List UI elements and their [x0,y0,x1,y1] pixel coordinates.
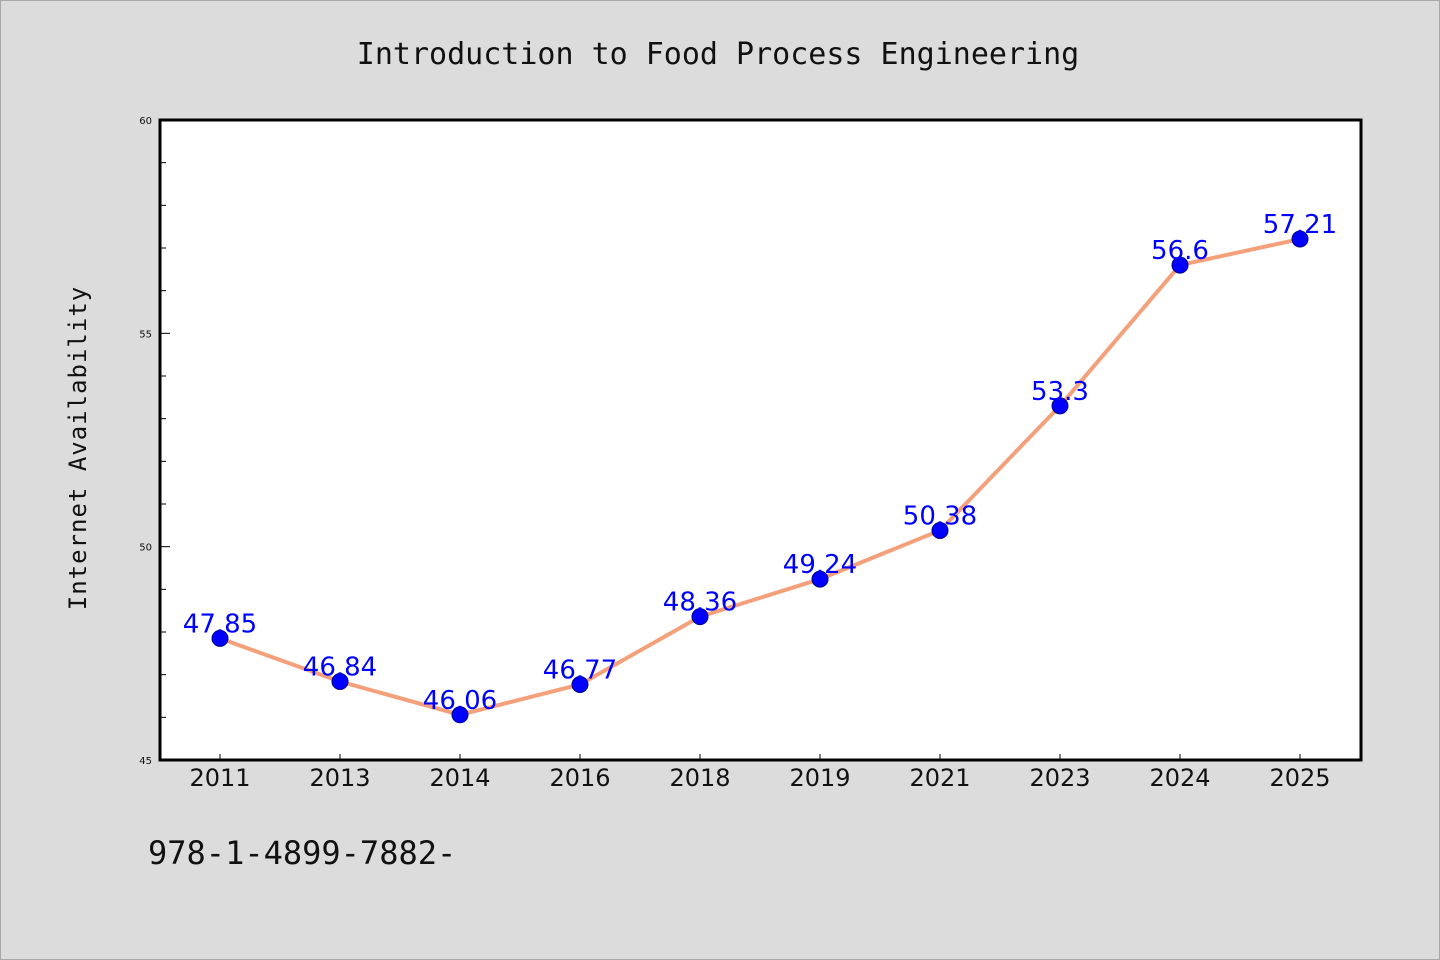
y-tick-label: 50 [139,543,152,554]
x-tick-label: 2019 [789,764,850,792]
x-tick-label: 2018 [669,764,730,792]
x-tick-label: 2011 [189,764,250,792]
data-label: 46.84 [303,652,377,682]
x-tick-label: 2023 [1029,764,1090,792]
y-tick-label: 55 [139,329,152,340]
x-tick-label: 2014 [429,764,490,792]
x-tick-label: 2025 [1269,764,1330,792]
data-label: 57.21 [1263,210,1337,240]
data-point [691,608,709,626]
data-point [811,570,829,588]
y-axis-label: Internet Availability [64,286,92,610]
data-label: 50.38 [903,501,977,531]
data-label: 56.6 [1151,236,1209,266]
y-tick-label: 60 [139,116,152,127]
chart-title: Introduction to Food Process Engineering [357,37,1079,72]
x-axis-ticks: 2011 2013 2014 2016 2018 2019 2021 2023 2024 2025 [189,754,1331,792]
data-point [451,706,469,724]
data-point [571,675,589,693]
x-tick-label: 2016 [549,764,610,792]
data-point [1051,397,1069,415]
data-point [331,672,349,690]
data-label: 48.36 [663,588,737,618]
series-group [211,230,1309,724]
x-tick-label: 2013 [309,764,370,792]
data-point [211,629,229,647]
y-tick-label: 45 [139,756,152,767]
data-label: 46.06 [423,686,497,716]
data-point [931,521,949,539]
x-tick-label: 2021 [909,764,970,792]
data-label: 47.85 [183,609,257,639]
data-label: 53.3 [1031,377,1089,407]
plot-area [158,118,1363,762]
data-labels-group: 47.85 46.84 46.06 46.77 48.36 49.24 50.38 53.3 5… [183,210,1337,716]
footer-text: 978-1-4899-7882- [148,834,456,872]
data-point [1291,230,1309,248]
data-label: 46.77 [543,655,617,685]
data-point [1171,256,1189,274]
y-axis-ticks: 45 50 55 60 [139,116,170,767]
data-label: 49.24 [783,550,857,580]
series-line [218,237,1302,717]
x-tick-label: 2024 [1149,764,1210,792]
